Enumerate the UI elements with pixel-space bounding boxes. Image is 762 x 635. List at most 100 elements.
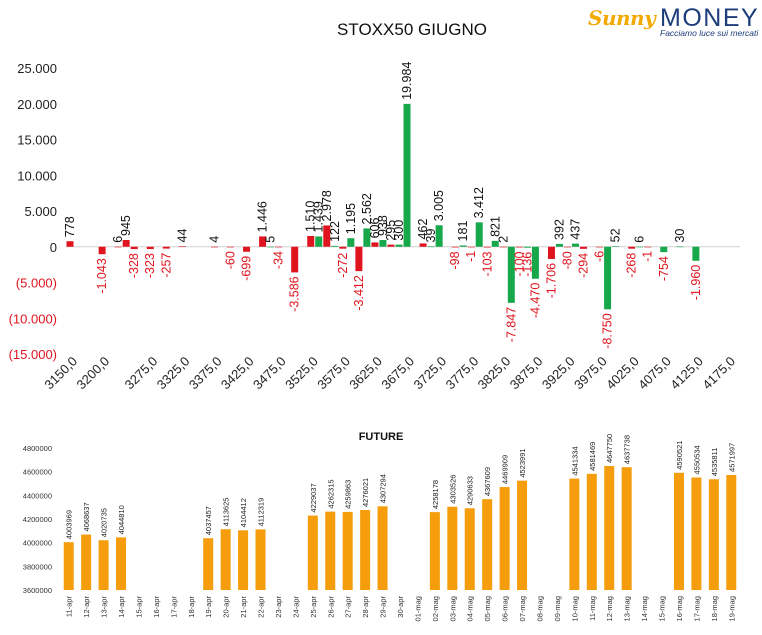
future-data-label: 4541334 [570, 446, 579, 475]
future-bar [517, 480, 528, 590]
future-data-label: 4044810 [117, 505, 126, 534]
y-tick-label: 10.000 [17, 168, 57, 183]
data-label: 3.412 [472, 187, 486, 218]
data-label: 52 [609, 228, 623, 242]
future-data-label: 4113625 [222, 498, 231, 527]
future-x-tick-label: 13-mag [623, 596, 632, 621]
logo-money-text: MONEY [660, 4, 760, 32]
bar [243, 246, 251, 252]
future-x-tick-label: 19-mag [727, 596, 736, 621]
future-x-tick-label: 28-apr [361, 596, 370, 618]
future-title: FUTURE [359, 431, 404, 443]
future-bar [708, 479, 719, 590]
x-tick-label: 3675,0 [378, 354, 417, 393]
future-data-label: 4523991 [518, 448, 527, 477]
future-data-label: 4303526 [448, 475, 457, 504]
data-label: 44 [175, 228, 189, 242]
data-label: 945 [119, 215, 133, 236]
future-x-tick-label: 30-apr [396, 596, 405, 618]
y-tick-label: (5.000) [16, 276, 57, 291]
future-data-label: 4258178 [431, 480, 440, 509]
data-label: -1.043 [95, 258, 109, 293]
data-label: 5 [264, 236, 278, 243]
data-label: -34 [272, 251, 286, 269]
future-bar [238, 530, 249, 590]
bar [467, 246, 475, 248]
bar [572, 243, 579, 247]
x-tick-label: 3325,0 [154, 354, 193, 393]
bar [644, 246, 652, 248]
data-label: -268 [625, 253, 639, 278]
bar [515, 246, 523, 248]
data-label: 122 [328, 221, 342, 242]
bar [459, 245, 467, 247]
y-tick-label: 5.000 [24, 204, 57, 219]
bar [146, 246, 154, 250]
bar [676, 246, 684, 248]
data-label: -103 [480, 251, 494, 276]
bar [259, 236, 267, 247]
data-label: -328 [127, 253, 141, 278]
bar [387, 244, 395, 247]
bar [347, 238, 355, 247]
future-bar [673, 472, 684, 590]
bar [636, 246, 644, 248]
bar [451, 246, 459, 248]
x-tick-label: 3975,0 [571, 354, 610, 393]
data-label: -1.706 [544, 263, 558, 298]
future-bar [360, 510, 371, 590]
future-data-label: 4581469 [588, 442, 597, 471]
bar [291, 246, 299, 273]
future-bar [307, 515, 318, 590]
x-tick-label: 3375,0 [186, 354, 225, 393]
x-tick-label: 3925,0 [539, 354, 578, 393]
future-x-tick-label: 12-apr [82, 596, 91, 618]
future-x-tick-label: 06-mag [501, 596, 510, 621]
future-bar [81, 534, 92, 590]
future-data-label: 4276021 [361, 478, 370, 507]
chart-title: STOXX50 GIUGNO [337, 20, 487, 39]
future-x-tick-label: 05-mag [483, 596, 492, 621]
future-y-tick-label: 4600000 [23, 468, 52, 477]
future-bar [377, 506, 388, 590]
bar [523, 246, 531, 248]
future-data-label: 4068637 [82, 502, 91, 531]
future-y-tick-label: 4200000 [23, 515, 52, 524]
x-tick-label: 4125,0 [667, 354, 706, 393]
future-x-tick-label: 10-mag [570, 596, 579, 621]
data-label: -1 [464, 251, 478, 262]
y-tick-label: (10.000) [9, 311, 57, 326]
future-y-tick-label: 3600000 [23, 586, 52, 595]
data-label: 19.984 [400, 62, 414, 100]
bar [547, 246, 555, 259]
x-tick-label: 3475,0 [250, 354, 289, 393]
future-data-label: 4112319 [257, 498, 266, 527]
data-label: 2 [496, 236, 510, 243]
bar [363, 228, 371, 247]
future-x-tick-label: 24-apr [291, 596, 300, 618]
logo-tagline: Facciamo luce sui mercati [660, 28, 759, 38]
future-x-tick-label: 21-apr [239, 596, 248, 618]
future-x-tick-label: 04-mag [466, 596, 475, 621]
future-bar [569, 478, 580, 590]
x-tick-label: 3275,0 [122, 354, 161, 393]
future-bar [429, 512, 440, 590]
y-tick-label: 20.000 [17, 97, 57, 112]
data-label: 6 [633, 236, 647, 243]
future-x-tick-label: 26-apr [326, 596, 335, 618]
data-label: -323 [143, 253, 157, 278]
data-label: 300 [392, 220, 406, 241]
future-bar [63, 542, 74, 590]
future-data-label: 4571997 [727, 443, 736, 472]
bar [403, 103, 411, 247]
bar [491, 240, 499, 247]
bar [379, 240, 387, 247]
future-y-tick-label: 4800000 [23, 444, 52, 453]
data-label: 2.562 [360, 193, 374, 224]
data-label: 1.195 [344, 203, 358, 234]
bar [98, 246, 106, 255]
future-y-tick-label: 3800000 [23, 562, 52, 571]
future-bar [342, 511, 353, 590]
